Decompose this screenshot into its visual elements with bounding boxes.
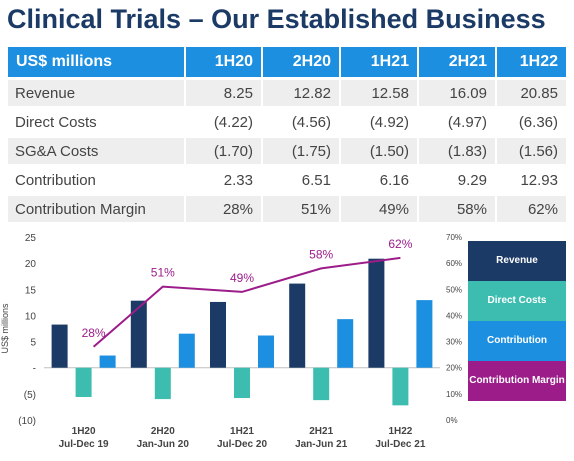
y-tick-label: - bbox=[33, 364, 36, 375]
y2-tick-label: 0% bbox=[446, 416, 458, 425]
table-cell: 6.51 bbox=[263, 167, 339, 193]
legend-revenue: Revenue bbox=[468, 241, 566, 281]
bar-direct-costs bbox=[234, 367, 250, 399]
table-cell: 12.58 bbox=[341, 80, 417, 106]
table-row: Contribution 2.33 6.51 6.16 9.29 12.93 bbox=[8, 167, 566, 193]
x-tick-label: 2H21 bbox=[309, 426, 333, 437]
table-header-cell: 1H21 bbox=[341, 47, 417, 77]
table-cell: (4.92) bbox=[341, 109, 417, 135]
row-label: SG&A Costs bbox=[8, 138, 184, 164]
table-cell: 58% bbox=[419, 196, 495, 222]
bar-contribution bbox=[99, 355, 116, 368]
y-tick-label: 15 bbox=[25, 285, 37, 296]
table-cell: 16.09 bbox=[419, 80, 495, 106]
table-cell: 8.25 bbox=[186, 80, 261, 106]
x-tick-label: 1H22 bbox=[388, 426, 412, 437]
table-cell: 12.93 bbox=[497, 167, 566, 193]
row-label: Revenue bbox=[8, 80, 184, 106]
row-label: Contribution Margin bbox=[8, 196, 184, 222]
margin-data-label: 28% bbox=[82, 326, 106, 340]
x-tick-sublabel: Jul-Dec 21 bbox=[375, 439, 425, 450]
x-tick-label: 1H21 bbox=[230, 426, 254, 437]
y-tick-label: (10) bbox=[18, 416, 36, 427]
y-axis-title: US$ millions bbox=[0, 303, 10, 354]
table-row: SG&A Costs (1.70) (1.75) (1.50) (1.83) (… bbox=[8, 138, 566, 164]
table-cell: (1.83) bbox=[419, 138, 495, 164]
table-cell: (4.97) bbox=[419, 109, 495, 135]
table-cell: 6.16 bbox=[341, 167, 417, 193]
legend-contribution-margin: Contribution Margin bbox=[468, 361, 566, 401]
y-tick-label: 10 bbox=[25, 311, 37, 322]
table-header-cell: US$ millions bbox=[8, 47, 184, 77]
bar-direct-costs bbox=[154, 367, 171, 400]
bar-revenue bbox=[289, 283, 306, 368]
bar-revenue bbox=[368, 258, 385, 368]
x-tick-sublabel: Jul-Dec 20 bbox=[217, 439, 267, 450]
x-tick-sublabel: Jan-Jun 21 bbox=[295, 439, 348, 450]
table-header-cell: 1H22 bbox=[497, 47, 566, 77]
table-cell: (4.56) bbox=[263, 109, 339, 135]
bar-contribution bbox=[416, 300, 433, 368]
table-cell: 2.33 bbox=[186, 167, 261, 193]
y2-tick-label: 30% bbox=[446, 338, 462, 347]
table-cell: (6.36) bbox=[497, 109, 566, 135]
bar-contribution bbox=[337, 319, 354, 368]
y2-tick-label: 50% bbox=[446, 285, 462, 294]
table-cell: 9.29 bbox=[419, 167, 495, 193]
bar-direct-costs bbox=[313, 367, 330, 401]
y-tick-label: (5) bbox=[24, 390, 36, 401]
x-tick-sublabel: Jan-Jun 20 bbox=[137, 439, 190, 450]
bar-contribution bbox=[178, 333, 195, 368]
table-header-row: US$ millions 1H20 2H20 1H21 2H21 1H22 bbox=[8, 47, 566, 77]
y2-tick-label: 60% bbox=[446, 259, 462, 268]
bar-direct-costs bbox=[392, 367, 409, 406]
margin-data-label: 49% bbox=[230, 271, 254, 285]
margin-data-label: 58% bbox=[309, 247, 333, 261]
margin-data-label: 51% bbox=[151, 266, 175, 280]
y2-tick-label: 40% bbox=[446, 311, 462, 320]
table-cell: 20.85 bbox=[497, 80, 566, 106]
table-cell: 49% bbox=[341, 196, 417, 222]
table-row: Contribution Margin 28% 51% 49% 58% 62% bbox=[8, 196, 566, 222]
table-cell: (4.22) bbox=[186, 109, 261, 135]
y2-tick-label: 10% bbox=[446, 390, 462, 399]
bar-revenue bbox=[130, 300, 147, 368]
y-tick-label: 5 bbox=[30, 338, 36, 349]
y-tick-label: 25 bbox=[25, 233, 37, 244]
y2-tick-label: 20% bbox=[446, 364, 462, 373]
row-label: Direct Costs bbox=[8, 109, 184, 135]
legend-direct-costs: Direct Costs bbox=[468, 281, 566, 321]
table-cell: (1.50) bbox=[341, 138, 417, 164]
table-header-cell: 1H20 bbox=[186, 47, 261, 77]
margin-data-label: 62% bbox=[388, 237, 412, 251]
contribution-chart: 25 20 15 10 5 - (5) (10) 0% 10% 20% 30% 40% 50% 60% 70%… bbox=[0, 233, 462, 450]
y2-tick-label: 70% bbox=[446, 233, 462, 242]
bar-revenue bbox=[210, 301, 226, 368]
table-cell: 12.82 bbox=[263, 80, 339, 106]
table-cell: 51% bbox=[263, 196, 339, 222]
table-cell: (1.75) bbox=[263, 138, 339, 164]
x-tick-sublabel: Jul-Dec 19 bbox=[59, 439, 109, 450]
table-cell: 62% bbox=[497, 196, 566, 222]
x-tick-label: 1H20 bbox=[72, 426, 96, 437]
table-header-cell: 2H20 bbox=[263, 47, 339, 77]
legend-contribution: Contribution bbox=[468, 321, 566, 361]
y-tick-label: 20 bbox=[25, 259, 37, 270]
table-cell: (1.56) bbox=[497, 138, 566, 164]
financial-table: US$ millions 1H20 2H20 1H21 2H21 1H22 Re… bbox=[6, 44, 568, 225]
page-title: Clinical Trials – Our Established Busine… bbox=[7, 4, 546, 34]
bar-revenue bbox=[51, 324, 68, 368]
table-cell: 28% bbox=[186, 196, 261, 222]
table-header-cell: 2H21 bbox=[419, 47, 495, 77]
row-label: Contribution bbox=[8, 167, 184, 193]
table-row: Direct Costs (4.22) (4.56) (4.92) (4.97)… bbox=[8, 109, 566, 135]
x-tick-label: 2H20 bbox=[151, 426, 175, 437]
bar-contribution bbox=[258, 335, 274, 368]
margin-line bbox=[92, 256, 401, 348]
table-row: Revenue 8.25 12.82 12.58 16.09 20.85 bbox=[8, 80, 566, 106]
table-cell: (1.70) bbox=[186, 138, 261, 164]
bar-direct-costs bbox=[75, 367, 92, 397]
